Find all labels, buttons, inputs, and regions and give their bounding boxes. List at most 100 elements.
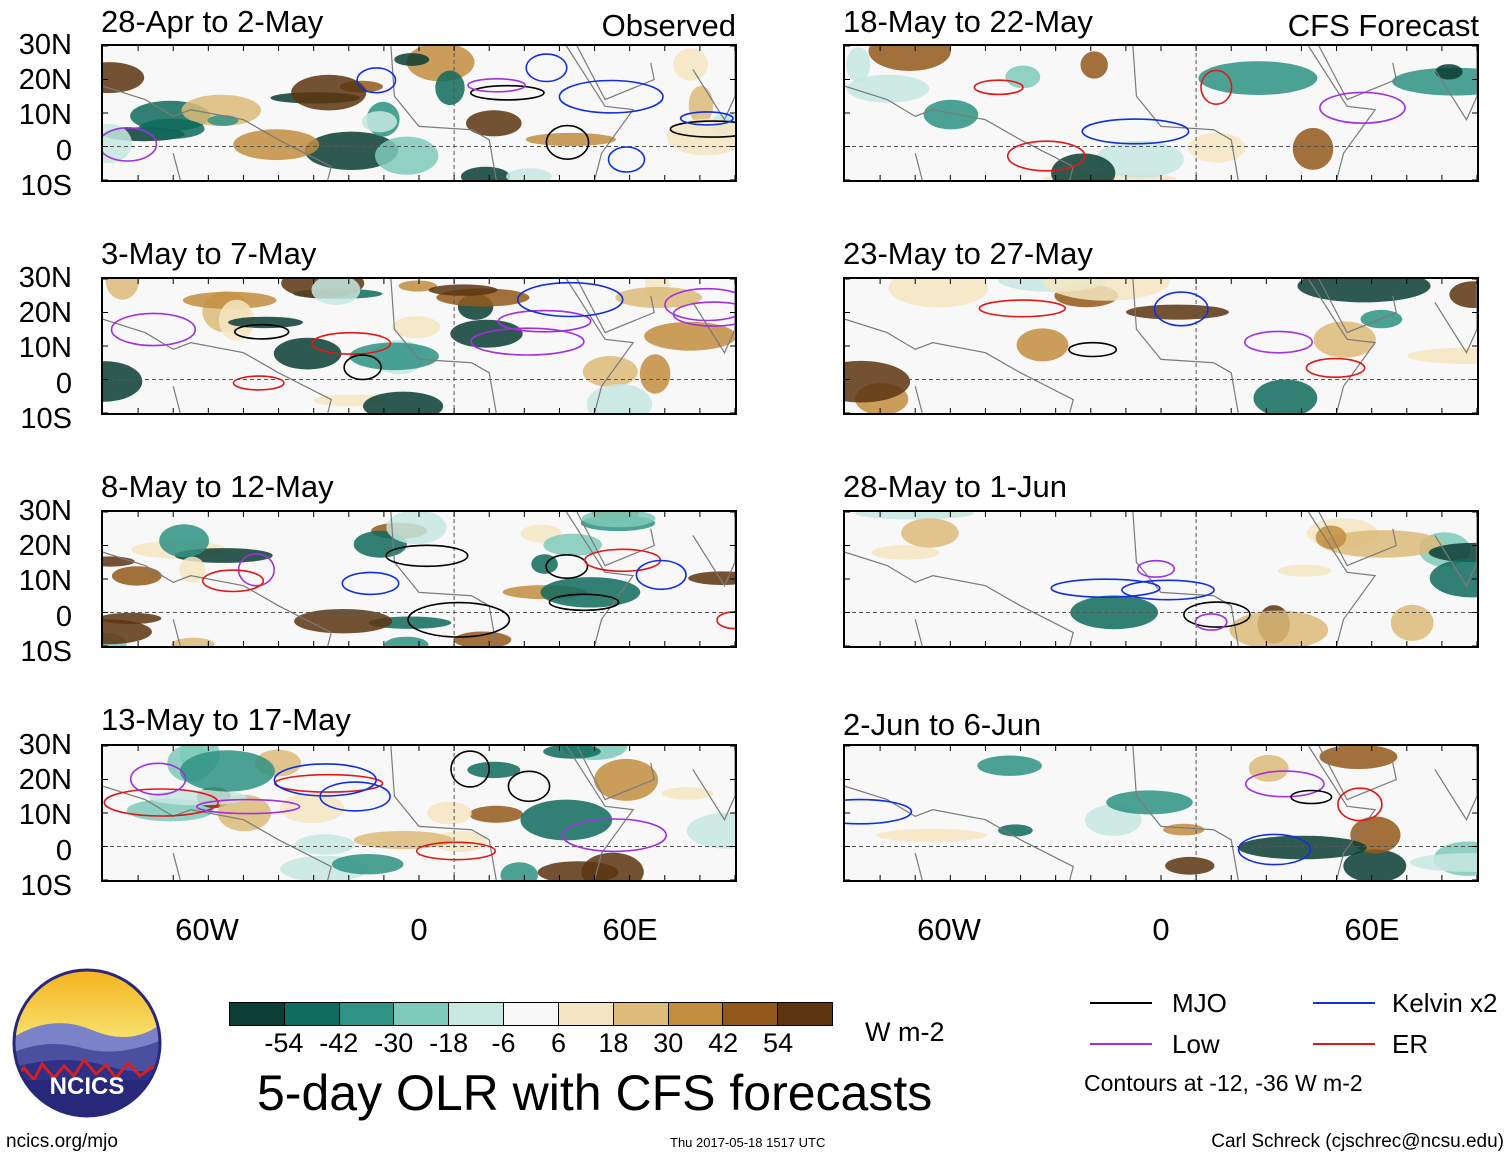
colorbar-tick: -18 [429,1028,469,1058]
er-contour [415,841,497,861]
map-panel-8 [843,744,1479,882]
tick-marks [845,746,1477,880]
india-coast [1434,512,1477,587]
pacific-coast [172,619,181,646]
pacific-coast [914,853,923,880]
anomaly-blob [467,761,521,779]
map-panel-6 [843,277,1479,415]
arabia-coast [1318,46,1397,101]
anomaly-blob [105,279,140,300]
er-contour [201,569,265,593]
africa-east-coast [1307,746,1377,880]
anomaly-blob [543,533,602,556]
anomaly-blobs [845,279,1477,413]
anomaly-blob [304,131,399,170]
er-contour [716,611,735,630]
kelvin-contour [607,146,646,173]
kelvin-contour [525,53,568,83]
lon-label-60e: 60E [1344,912,1400,947]
anomaly-blob [855,512,974,520]
low-contour [129,762,187,796]
pacific-coast [172,386,181,413]
tick-marks [845,512,1477,646]
mjo-contour [1290,789,1333,805]
map-panel-3 [101,510,737,648]
er-contour [1337,787,1383,822]
anomaly-blob [1428,542,1477,563]
anomaly-blob [1043,279,1170,301]
lat-label-20n: 20N [18,297,72,329]
anomaly-blob [1080,51,1108,79]
anomaly-blob [207,115,239,126]
anomaly-blob [171,637,215,646]
anomaly-blob [846,47,871,82]
americas-coast [103,318,332,413]
colorbar-tick: -30 [374,1028,414,1058]
footer-site[interactable]: ncics.org/mjo [6,1131,118,1152]
anomaly-blob [1126,304,1229,320]
tick-marks [103,46,735,180]
er-contour [103,788,219,817]
lon-label-60e: 60E [602,912,658,947]
olr-field [845,279,1477,413]
anomaly-blob [182,291,277,309]
lat-label-30n: 30N [18,262,72,294]
footer-timestamp: Thu 2017-05-18 1517 UTC [670,1135,826,1150]
anomaly-blob [111,566,162,586]
kelvin-contour [1153,291,1209,327]
anomaly-blob [846,74,930,103]
colorbar-cell [394,1003,450,1025]
anomaly-blob [686,812,735,849]
main-title: 5-day OLR with CFS forecasts [257,1065,933,1121]
kelvin-contour [341,571,400,596]
mjo-contour [669,120,735,138]
africa-east-coast [565,746,635,880]
anomaly-blob [427,801,472,825]
mjo-contour [548,593,620,612]
anomaly-blob [871,545,940,560]
anomaly-blob [1313,321,1376,358]
colorbar-cell [504,1003,559,1025]
colorbar-cell [449,1003,505,1025]
anomaly-blob [435,70,465,106]
anomaly-blob [540,577,641,608]
anomaly-blob [673,48,708,81]
olr-field [103,279,735,413]
legend-kelvin-line [1313,1002,1375,1004]
anomaly-blob [525,132,616,147]
panel-title-5: 18-May to 22-May [843,4,1093,39]
lat-label-20n: 20N [18,64,72,96]
anomaly-blob [1163,823,1205,836]
anomaly-blob [1051,153,1116,180]
colorbar-cell [668,1003,724,1025]
anomaly-blob [273,337,342,370]
anomaly-blob [644,321,735,351]
colorbar-tick: 18 [598,1028,629,1058]
anomaly-blob [1237,835,1367,860]
india-coast [692,746,735,821]
anomaly-blob [349,342,439,371]
mjo-contour [1183,601,1251,628]
anomaly-blob [1322,530,1443,558]
er-contour [232,375,285,391]
panel-title-7: 28-May to 1-Jun [843,469,1067,504]
mjo-contour [545,553,589,579]
kelvin-contour [1237,833,1312,866]
arabia-coast [576,746,655,801]
map-panel-5 [843,44,1479,182]
low-contour [664,287,735,322]
anomaly-blob [1229,610,1329,646]
observed-tag: Observed [601,8,736,43]
wave-contours [1050,559,1251,631]
pacific-coast [914,153,923,180]
anomaly-blob [179,556,206,583]
anomaly-blob [428,284,498,296]
anomaly-blob [294,609,393,634]
legend-mjo-label: MJO [1172,988,1227,1018]
anomaly-blob [1248,754,1289,782]
map-panel-2 [101,277,737,415]
low-contour [470,327,585,356]
india-coast [1434,746,1477,821]
anomaly-blob [386,512,447,545]
india-coast [692,512,735,587]
